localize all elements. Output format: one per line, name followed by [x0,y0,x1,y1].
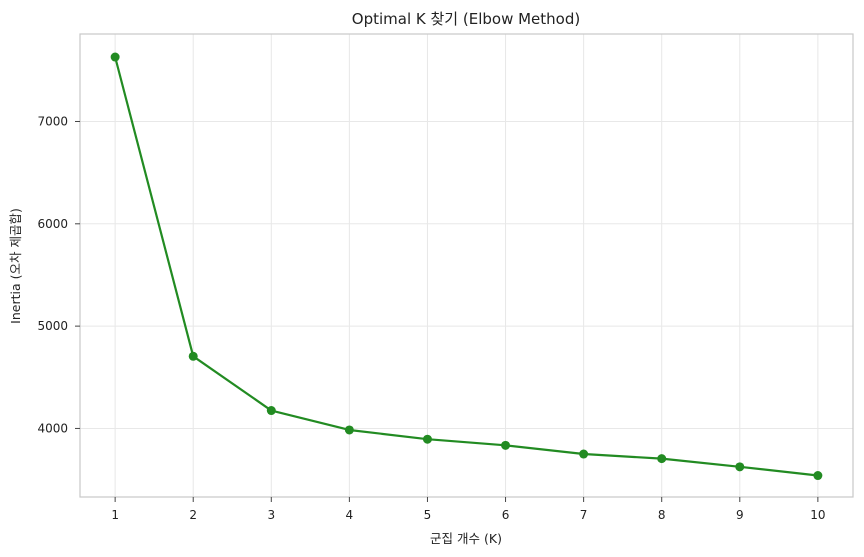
data-point [501,440,511,450]
y-axis-label: Inertia (오차 제곱합) [8,208,23,324]
x-tick-label: 1 [111,508,119,522]
x-tick-label: 10 [810,508,825,522]
data-point [110,52,120,62]
series-layer [110,52,823,481]
chart-title: Optimal K 찾기 (Elbow Method) [352,10,580,28]
x-tick-label: 3 [267,508,275,522]
data-point [266,406,276,416]
x-tick-label: 7 [580,508,588,522]
plot-frame [79,33,854,498]
data-point [813,471,823,481]
data-point [422,434,432,444]
y-tick-label: 7000 [37,114,68,128]
data-point [579,449,589,459]
x-tick-label: 8 [658,508,666,522]
x-tick-label: 2 [189,508,197,522]
data-point [735,462,745,472]
y-axis-ticks: 4000 5000 6000 7000 [37,114,80,435]
x-tick-label: 6 [502,508,510,522]
data-point [188,351,198,361]
y-tick-label: 4000 [37,421,68,435]
x-axis-label: 군집 개수 (K) [430,531,502,546]
y-tick-label: 6000 [37,217,68,231]
data-point [344,425,354,435]
y-tick-label: 5000 [37,319,68,333]
data-point [657,454,667,464]
grid [80,34,853,497]
x-axis-ticks: 1 2 3 4 5 6 7 8 9 10 [111,497,826,522]
x-tick-label: 5 [424,508,432,522]
x-tick-label: 4 [346,508,354,522]
x-tick-label: 9 [736,508,744,522]
series-line [114,56,818,477]
